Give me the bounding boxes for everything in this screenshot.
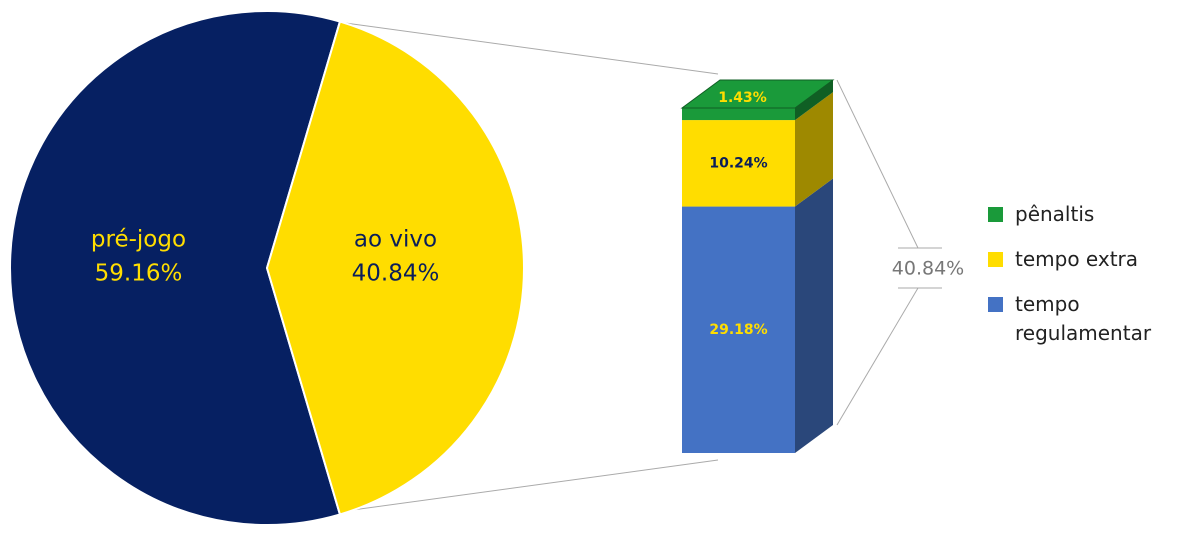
slice-label: pré-jogo bbox=[91, 227, 186, 253]
legend-item: tempo regulamentar bbox=[988, 290, 1158, 348]
slice-value-label: 59.16% bbox=[95, 261, 183, 287]
legend-swatch bbox=[988, 207, 1003, 222]
bar-side bbox=[795, 80, 833, 121]
connector bbox=[337, 459, 719, 513]
bar-value-label: 1.43% bbox=[718, 90, 767, 106]
bar-segment bbox=[682, 206, 795, 453]
legend-item: pênaltis bbox=[988, 200, 1158, 229]
bar-side bbox=[795, 92, 833, 207]
bar-segment bbox=[682, 120, 795, 207]
slice-label: ao vivo bbox=[354, 227, 437, 253]
bar-segment bbox=[682, 108, 795, 121]
legend: pênaltis tempo extra tempo regulamentar bbox=[988, 200, 1158, 364]
bracket-line bbox=[836, 287, 919, 426]
bar-value-label: 10.24% bbox=[709, 155, 767, 171]
legend-label: tempo regulamentar bbox=[1015, 292, 1152, 345]
bracket-line bbox=[836, 79, 919, 249]
pie-slice bbox=[9, 10, 342, 526]
pie-slice bbox=[265, 20, 525, 516]
total-label: 40.84% bbox=[892, 258, 964, 280]
legend-label: tempo extra bbox=[1015, 247, 1139, 271]
legend-swatch bbox=[988, 252, 1003, 267]
legend-item: tempo extra bbox=[988, 245, 1158, 274]
bar-value-label: 29.18% bbox=[709, 322, 767, 338]
legend-swatch bbox=[988, 297, 1003, 312]
legend-label: pênaltis bbox=[1015, 202, 1095, 226]
bar-top bbox=[680, 79, 835, 109]
slice-value-label: 40.84% bbox=[352, 261, 440, 287]
bar-side bbox=[795, 178, 833, 453]
connector bbox=[337, 21, 719, 75]
